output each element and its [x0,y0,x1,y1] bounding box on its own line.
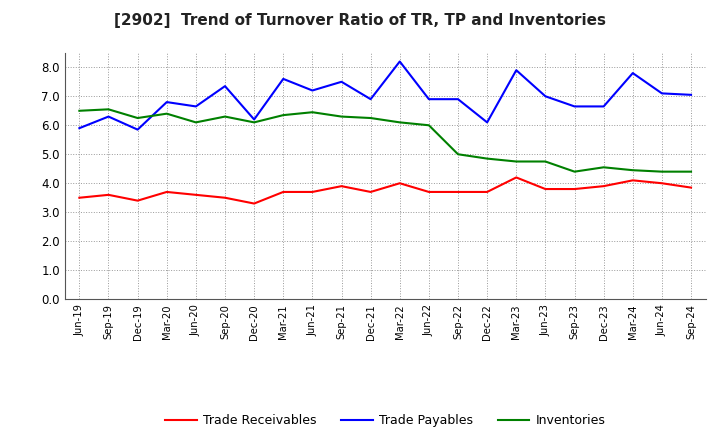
Inventories [192,120,200,125]
Trade Receivables [337,183,346,189]
Trade Payables [163,99,171,105]
Inventories [541,159,550,164]
Trade Receivables [163,189,171,194]
Trade Payables [133,127,142,132]
Inventories [570,169,579,174]
Trade Payables [541,94,550,99]
Inventories [308,110,317,115]
Inventories [104,106,113,112]
Trade Payables [308,88,317,93]
Trade Receivables [687,185,696,190]
Trade Receivables [599,183,608,189]
Trade Receivables [104,192,113,198]
Trade Receivables [366,189,375,194]
Trade Receivables [425,189,433,194]
Trade Payables [687,92,696,98]
Trade Receivables [220,195,229,200]
Trade Payables [629,70,637,76]
Text: [2902]  Trend of Turnover Ratio of TR, TP and Inventories: [2902] Trend of Turnover Ratio of TR, TP… [114,13,606,28]
Line: Trade Payables: Trade Payables [79,62,691,130]
Trade Receivables [541,187,550,192]
Trade Receivables [657,180,666,186]
Trade Payables [192,104,200,109]
Trade Payables [599,104,608,109]
Trade Receivables [512,175,521,180]
Inventories [337,114,346,119]
Inventories [279,113,287,118]
Trade Receivables [454,189,462,194]
Inventories [395,120,404,125]
Line: Trade Receivables: Trade Receivables [79,177,691,204]
Trade Receivables [250,201,258,206]
Trade Receivables [75,195,84,200]
Trade Receivables [279,189,287,194]
Trade Payables [483,120,492,125]
Trade Payables [279,76,287,81]
Legend: Trade Receivables, Trade Payables, Inventories: Trade Receivables, Trade Payables, Inven… [161,409,610,432]
Trade Receivables [308,189,317,194]
Trade Payables [250,117,258,122]
Trade Payables [512,68,521,73]
Inventories [220,114,229,119]
Inventories [599,165,608,170]
Trade Payables [366,96,375,102]
Trade Receivables [629,178,637,183]
Trade Payables [454,96,462,102]
Inventories [163,111,171,116]
Inventories [512,159,521,164]
Trade Payables [657,91,666,96]
Inventories [687,169,696,174]
Inventories [483,156,492,161]
Line: Inventories: Inventories [79,109,691,172]
Trade Receivables [133,198,142,203]
Trade Receivables [483,189,492,194]
Trade Payables [75,125,84,131]
Trade Payables [337,79,346,84]
Inventories [425,123,433,128]
Trade Payables [104,114,113,119]
Inventories [366,115,375,121]
Inventories [629,168,637,173]
Inventories [75,108,84,114]
Trade Receivables [570,187,579,192]
Inventories [657,169,666,174]
Trade Payables [220,84,229,89]
Trade Payables [395,59,404,64]
Trade Payables [570,104,579,109]
Inventories [250,120,258,125]
Inventories [454,152,462,157]
Trade Receivables [192,192,200,198]
Trade Receivables [395,180,404,186]
Trade Payables [425,96,433,102]
Inventories [133,115,142,121]
